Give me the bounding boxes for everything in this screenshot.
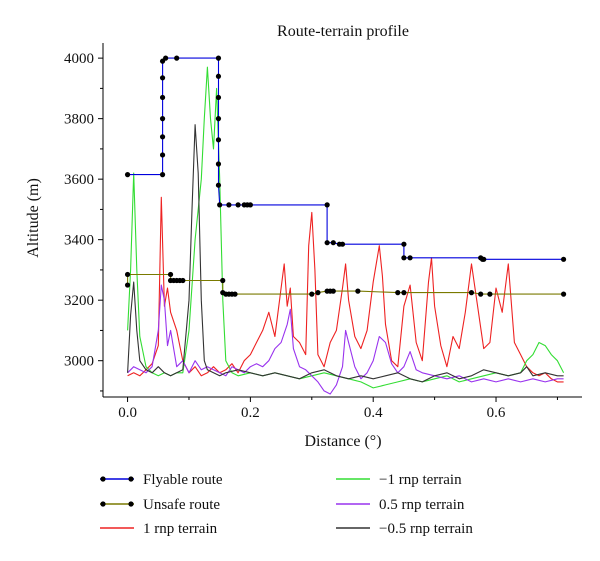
y-tick-label-3400: 3400 [64, 233, 94, 249]
data-point-flyable-4 [159, 116, 166, 122]
data-point-flyable-23 [324, 202, 330, 208]
y-tick-label-3200: 3200 [64, 293, 94, 309]
legend-marker-left-unsafe [100, 501, 106, 507]
chart-title: Route-terrain profile [277, 23, 409, 40]
legend-label-rnp05: 0.5 rnp terrain [379, 497, 465, 513]
x-tick-label-0.2: 0.2 [241, 405, 260, 421]
legend-label-rnp_minus1: −1 rnp terrain [379, 472, 462, 488]
data-point-unsafe-21 [401, 290, 407, 296]
legend-label-unsafe: Unsafe route [143, 497, 220, 513]
x-tick-label-0.6: 0.6 [487, 405, 506, 421]
data-point-flyable-24 [324, 240, 330, 246]
data-point-unsafe-19 [355, 288, 361, 294]
data-point-unsafe-23 [478, 291, 484, 297]
series-line-rnp_minus05 [127, 124, 564, 383]
data-point-flyable-12 [215, 94, 222, 101]
data-point-flyable-10 [215, 55, 222, 61]
data-point-unsafe-13 [232, 291, 238, 297]
series-line-flyable [127, 57, 564, 260]
legend: Flyable route −1 rnp terrain Unsafe route 0… [100, 472, 473, 537]
data-point-flyable-18 [226, 202, 232, 208]
x-axis-label: Distance (°) [304, 433, 381, 450]
data-point-unsafe-25 [560, 291, 567, 297]
y-axis-label: Altitude (m) [25, 178, 42, 258]
legend-marker-left-flyable [100, 476, 106, 482]
data-point-flyable-5 [159, 94, 166, 101]
data-point-flyable-19 [235, 202, 241, 208]
data-point-flyable-25 [330, 240, 336, 246]
plot-lines [127, 57, 565, 395]
data-point-flyable-16 [215, 182, 222, 188]
legend-label-rnp_minus05: −0.5 rnp terrain [379, 521, 473, 537]
data-point-flyable-9 [174, 55, 180, 61]
data-point-flyable-33 [481, 256, 487, 262]
series-line-rnp05 [127, 284, 564, 395]
series-line-rnp1 [127, 196, 564, 383]
data-point-flyable-28 [401, 241, 407, 247]
x-tick-label-0: 0.0 [118, 405, 137, 421]
y-tick-label-4000: 4000 [64, 51, 94, 67]
data-point-unsafe-18 [330, 288, 336, 294]
data-point-unsafe-2 [167, 271, 174, 278]
data-point-flyable-17 [217, 202, 223, 208]
data-point-unsafe-24 [487, 291, 493, 297]
data-point-flyable-29 [401, 255, 407, 261]
axes: 3000 3200 3400 3600 3800 4000 0.0 0.2 0.4 0.6 [64, 43, 582, 421]
legend-marker-right-unsafe [128, 501, 134, 507]
legend-label-rnp1: 1 rnp terrain [143, 521, 218, 537]
data-point-flyable-11 [215, 73, 222, 79]
data-point-unsafe-15 [315, 290, 321, 296]
data-point-flyable-8 [163, 55, 169, 61]
data-point-unsafe-14 [309, 291, 315, 297]
data-point-flyable-3 [159, 134, 166, 140]
data-point-flyable-15 [215, 161, 222, 167]
y-tick-label-3600: 3600 [64, 172, 94, 188]
y-tick-label-3800: 3800 [64, 112, 94, 128]
data-point-flyable-2 [159, 152, 166, 158]
data-point-flyable-22 [247, 202, 253, 208]
data-point-unsafe-20 [395, 290, 401, 296]
data-point-flyable-13 [215, 116, 222, 122]
data-point-flyable-14 [215, 137, 222, 143]
data-point-flyable-0 [124, 172, 131, 178]
data-point-flyable-6 [159, 75, 166, 81]
data-point-unsafe-1 [124, 271, 131, 278]
legend-marker-right-flyable [128, 476, 134, 482]
data-point-unsafe-22 [468, 290, 475, 296]
data-point-unsafe-7 [180, 277, 186, 284]
plot-markers [124, 55, 567, 297]
series-line-rnp_minus1 [127, 66, 565, 389]
data-point-unsafe-8 [220, 277, 226, 284]
data-point-flyable-1 [159, 172, 166, 178]
x-tick-label-0.4: 0.4 [364, 405, 383, 421]
data-point-flyable-27 [339, 241, 346, 247]
data-point-unsafe-0 [124, 282, 131, 288]
y-tick-label-3000: 3000 [64, 354, 94, 370]
data-point-flyable-30 [407, 255, 413, 261]
legend-label-flyable: Flyable route [143, 472, 223, 488]
data-point-flyable-34 [560, 256, 567, 262]
